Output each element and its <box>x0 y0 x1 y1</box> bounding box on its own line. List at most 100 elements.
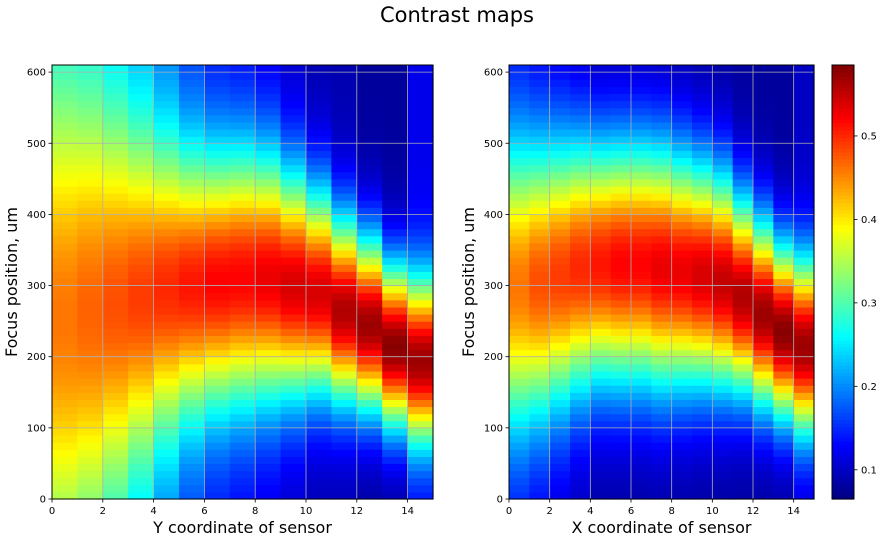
heatmap-cell <box>509 264 530 272</box>
heatmap-cell <box>529 328 551 336</box>
heatmap-cell <box>610 79 632 87</box>
heatmap-cell <box>153 449 180 457</box>
heatmap-cell <box>529 420 551 429</box>
y-tick-label: 600 <box>484 68 503 79</box>
heatmap-cell <box>692 420 713 429</box>
heatmap-cell <box>280 207 307 216</box>
heatmap-cell <box>509 427 530 436</box>
heatmap-cell <box>773 335 795 344</box>
heatmap-cell <box>153 292 180 301</box>
heatmap-cell <box>610 178 632 187</box>
heatmap-cell <box>102 72 129 80</box>
heatmap-cell <box>306 100 332 109</box>
heatmap-cell <box>77 129 104 137</box>
heatmap-cell <box>52 434 78 443</box>
heatmap-cell <box>331 100 358 109</box>
heatmap-cell <box>306 193 332 201</box>
heatmap-cell <box>610 292 632 301</box>
heatmap-cell <box>356 342 383 351</box>
heatmap-cell <box>753 427 774 436</box>
heatmap-cell <box>128 93 155 102</box>
heatmap-cell <box>793 356 815 365</box>
heatmap-cell <box>549 200 571 208</box>
heatmap-cell <box>204 121 231 130</box>
heatmap-cell <box>549 150 571 159</box>
heatmap-cell <box>382 314 409 322</box>
heatmap-cell <box>570 442 591 450</box>
heatmap-cell <box>773 491 795 500</box>
colorbar: 0.10.20.30.40.5 <box>831 64 877 500</box>
heatmap-cell <box>331 484 358 493</box>
heatmap-cell <box>204 420 231 429</box>
heatmap-cell <box>407 150 434 159</box>
colorbar-segment <box>832 437 854 442</box>
heatmap-cell <box>179 285 205 294</box>
heatmap-cell <box>529 214 551 223</box>
heatmap-cell <box>610 406 632 415</box>
heatmap-cell <box>631 491 652 500</box>
heatmap-cell <box>128 257 155 265</box>
colorbar-segment <box>832 86 854 91</box>
heatmap-cell <box>692 157 713 166</box>
heatmap-cell <box>631 65 652 73</box>
heatmap-cell <box>549 193 571 201</box>
heatmap-cell <box>179 399 205 408</box>
heatmap-cell <box>280 114 307 123</box>
heatmap-cell <box>52 207 78 216</box>
heatmap-cell <box>229 321 256 329</box>
heatmap-cell <box>753 420 774 429</box>
heatmap-cell <box>509 193 530 201</box>
heatmap-cell <box>590 463 612 472</box>
heatmap-cell <box>549 484 571 493</box>
heatmap-cell <box>712 221 734 230</box>
heatmap-cell <box>793 321 815 329</box>
heatmap-cell <box>128 171 155 180</box>
heatmap-cell <box>793 228 815 237</box>
heatmap-cell <box>671 328 693 336</box>
colorbar-segment <box>832 397 854 402</box>
heatmap-cell <box>651 306 673 315</box>
heatmap-cell <box>382 100 409 109</box>
heatmap-cell <box>692 285 713 294</box>
colorbar-segment <box>832 97 854 102</box>
heatmap-cell <box>509 484 530 493</box>
heatmap-cell <box>204 107 231 116</box>
heatmap-cell <box>529 207 551 216</box>
heatmap-cell <box>306 207 332 216</box>
heatmap-cell <box>331 271 358 280</box>
heatmap-cell <box>356 413 383 422</box>
heatmap-cell <box>306 242 332 251</box>
heatmap-cell <box>77 157 104 166</box>
heatmap-cell <box>356 456 383 465</box>
heatmap-cell <box>712 335 734 344</box>
heatmap-cell <box>407 72 434 80</box>
x-tick-label: 2 <box>546 506 552 517</box>
heatmap-cell <box>255 434 282 443</box>
heatmap-cell <box>549 221 571 230</box>
heatmap-cell <box>77 442 104 450</box>
heatmap-cell <box>356 470 383 479</box>
heatmap-cell <box>570 292 591 301</box>
heatmap-cell <box>128 292 155 301</box>
heatmap-cell <box>529 378 551 386</box>
heatmap-cell <box>407 136 434 144</box>
heatmap-cell <box>331 442 358 450</box>
heatmap-cell <box>356 100 383 109</box>
heatmap-cell <box>631 185 652 194</box>
heatmap-cell <box>52 321 78 329</box>
heatmap-cell <box>671 385 693 393</box>
heatmap-cell <box>773 413 795 422</box>
heatmap-cell <box>692 257 713 265</box>
heatmap-cell <box>356 278 383 287</box>
heatmap-cell <box>610 235 632 244</box>
heatmap-cell <box>610 249 632 258</box>
heatmap-cell <box>529 150 551 159</box>
heatmap-cell <box>52 285 78 294</box>
heatmap-cell <box>753 86 774 95</box>
heatmap-cell <box>382 171 409 180</box>
heatmap-cell <box>509 314 530 322</box>
heatmap-cell <box>382 477 409 486</box>
colorbar-segment <box>832 415 854 421</box>
heatmap-cell <box>712 171 734 180</box>
heatmap-cell <box>179 356 205 365</box>
